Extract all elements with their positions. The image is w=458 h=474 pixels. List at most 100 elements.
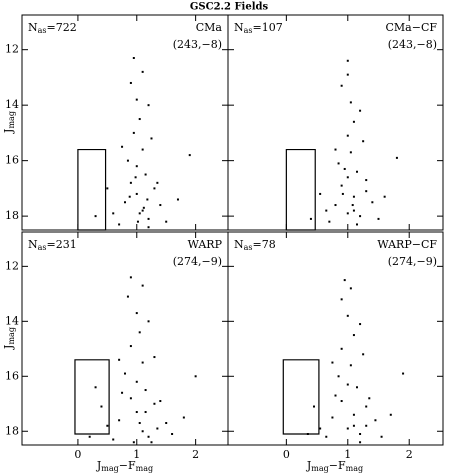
point <box>368 397 371 400</box>
x-tick-label: 2 <box>406 448 413 461</box>
x-axis-label: Jmag−Fmag <box>96 459 153 473</box>
point <box>147 320 150 323</box>
star-count-sub: as <box>244 26 253 35</box>
star-count: Nas=231 <box>28 238 77 252</box>
point <box>129 276 132 279</box>
point <box>126 159 129 162</box>
point <box>359 215 362 218</box>
point <box>153 187 156 190</box>
point <box>340 298 343 301</box>
x-tick-label: 1 <box>133 448 140 461</box>
point <box>319 192 322 195</box>
point <box>365 190 368 193</box>
point <box>309 217 312 220</box>
y-tick-label: 14 <box>5 314 19 327</box>
y-tick-label: 18 <box>5 424 19 437</box>
point <box>356 386 358 389</box>
point <box>346 59 349 62</box>
field-coords: (274,−9) <box>388 255 437 268</box>
point <box>328 220 331 223</box>
x-label-sub: mag <box>101 464 118 473</box>
point <box>142 206 145 209</box>
point <box>359 323 362 326</box>
point <box>343 279 346 282</box>
point <box>171 433 174 436</box>
point <box>359 441 362 444</box>
point <box>346 176 349 179</box>
axis-label-sub: mag <box>7 327 16 344</box>
point <box>395 156 398 159</box>
point <box>352 334 355 337</box>
point <box>340 400 343 403</box>
point <box>352 424 355 427</box>
star-count-sub: as <box>38 26 47 35</box>
point <box>121 145 124 148</box>
point <box>182 416 185 419</box>
point <box>346 427 349 430</box>
selection-box <box>74 359 110 435</box>
point <box>144 389 147 392</box>
point <box>112 438 115 441</box>
point <box>129 397 132 400</box>
point <box>331 416 334 419</box>
x-axis-label: Jmag−Fmag <box>306 459 363 473</box>
selection-box <box>285 148 316 231</box>
point <box>337 162 340 165</box>
point <box>100 405 103 408</box>
y-tick-label: 12 <box>5 259 19 272</box>
point <box>374 419 377 422</box>
point <box>150 441 153 444</box>
y-tick-label: 16 <box>5 369 19 382</box>
point <box>352 195 355 198</box>
x-tick-label: 1 <box>344 448 351 461</box>
star-count-value: =107 <box>253 21 283 34</box>
point <box>121 391 124 394</box>
point <box>141 209 144 212</box>
x-label-main: J <box>96 459 101 472</box>
y-tick-label: 14 <box>5 98 19 111</box>
point <box>346 314 349 317</box>
point <box>129 81 132 84</box>
point <box>94 215 97 218</box>
y-tick-label: 18 <box>5 209 19 222</box>
point <box>141 284 144 287</box>
point <box>106 424 109 427</box>
point <box>165 422 168 425</box>
point <box>340 84 343 87</box>
point <box>153 402 156 405</box>
point <box>135 192 138 195</box>
axis-label-sub: mag <box>7 111 16 128</box>
point <box>349 287 352 290</box>
point <box>124 372 126 375</box>
point <box>106 187 109 190</box>
point <box>138 118 141 121</box>
point <box>141 430 144 433</box>
point <box>144 411 147 414</box>
point <box>325 435 328 438</box>
point <box>165 220 168 223</box>
point <box>331 361 334 364</box>
point <box>365 405 368 408</box>
star-count-sub: as <box>38 243 47 252</box>
point <box>94 386 97 389</box>
point <box>118 358 121 361</box>
point <box>135 165 138 168</box>
star-count-main: N <box>234 238 244 251</box>
point <box>349 364 352 367</box>
point <box>124 201 126 204</box>
point <box>359 433 362 436</box>
selection-box <box>77 148 107 231</box>
y-tick-label: 16 <box>5 154 19 167</box>
point <box>176 198 179 201</box>
point <box>325 209 328 212</box>
x-tick-label: 0 <box>74 448 81 461</box>
point <box>132 441 135 444</box>
star-count-sub: as <box>244 243 253 252</box>
point <box>313 405 315 408</box>
star-count-value: =78 <box>253 238 276 251</box>
point <box>129 181 132 184</box>
point <box>147 217 150 220</box>
point <box>126 295 129 298</box>
point <box>319 427 322 430</box>
selection-box <box>282 359 320 435</box>
